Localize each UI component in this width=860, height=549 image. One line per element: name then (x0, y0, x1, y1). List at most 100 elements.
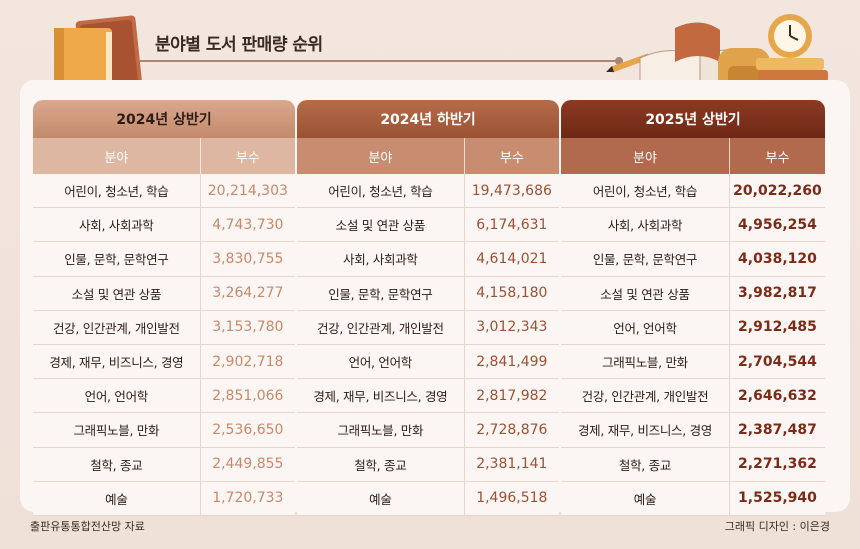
page-title: 분야별 도서 판매량 순위 (155, 35, 323, 55)
category-cell: 소설 및 연관 상품 (297, 208, 465, 242)
design-credit: 그래픽 디자인 : 이은경 (724, 520, 830, 533)
category-cell: 건강, 인간관계, 개인발전 (33, 310, 201, 344)
category-header: 분야 (561, 138, 730, 174)
count-cell: 3,012,343 (476, 319, 548, 336)
table-row: 소설 및 연관 상품 3,264,277 (33, 276, 295, 311)
table-row: 소설 및 연관 상품 3,982,817 (561, 276, 825, 311)
table-row: 건강, 인간관계, 개인발전 2,646,632 (561, 379, 825, 414)
count-cell: 4,158,180 (476, 285, 548, 302)
period-header: 2024년 하반기 (297, 100, 559, 138)
table-row: 경제, 재무, 비즈니스, 경영 2,902,718 (33, 344, 295, 380)
count-header: 부수 (729, 138, 825, 174)
table-row: 어린이, 청소년, 학습 19,473,686 (297, 174, 559, 209)
table-row: 건강, 인간관계, 개인발전 3,153,780 (33, 310, 295, 345)
count-cell: 2,387,487 (738, 421, 817, 438)
period-header: 2025년 상반기 (561, 100, 825, 138)
count-cell: 3,830,755 (212, 250, 284, 267)
table-row: 사회, 사회과학 4,743,730 (33, 208, 295, 243)
count-cell: 4,038,120 (738, 250, 817, 267)
count-cell: 20,022,260 (733, 182, 822, 199)
category-cell: 그래픽노블, 만화 (33, 413, 201, 447)
count-cell: 2,271,362 (738, 456, 817, 473)
category-cell: 경제, 재무, 비즈니스, 경영 (561, 413, 730, 447)
category-cell: 사회, 사회과학 (33, 208, 201, 242)
count-header: 부수 (200, 138, 295, 174)
period-table: 2024년 하반기 분야 부수 어린이, 청소년, 학습 19,473,686 소… (297, 100, 559, 516)
count-cell: 2,449,855 (212, 456, 284, 473)
count-cell: 2,912,485 (738, 319, 817, 336)
table-row: 어린이, 청소년, 학습 20,022,260 (561, 174, 825, 209)
category-cell: 어린이, 청소년, 학습 (33, 174, 201, 208)
category-cell: 인물, 문학, 문학연구 (33, 242, 201, 276)
table-row: 그래픽노블, 만화 2,536,650 (33, 413, 295, 448)
count-cell: 6,174,631 (476, 216, 548, 233)
count-cell: 3,264,277 (212, 285, 284, 302)
category-cell: 그래픽노블, 만화 (561, 344, 730, 379)
category-cell: 언어, 언어학 (561, 310, 730, 344)
count-cell: 2,704,544 (738, 353, 817, 370)
category-cell: 사회, 사회과학 (561, 208, 730, 242)
count-cell: 1,496,518 (476, 490, 548, 507)
count-cell: 2,817,982 (476, 387, 548, 404)
period-table: 2025년 상반기 분야 부수 어린이, 청소년, 학습 20,022,260 사… (561, 100, 825, 516)
category-cell: 언어, 언어학 (297, 344, 465, 379)
table-row: 철학, 종교 2,449,855 (33, 447, 295, 482)
table-row: 언어, 언어학 2,851,066 (33, 379, 295, 414)
table-row: 언어, 언어학 2,912,485 (561, 310, 825, 345)
table-row: 건강, 인간관계, 개인발전 3,012,343 (297, 310, 559, 345)
column-headers: 분야 부수 (561, 138, 825, 174)
count-header: 부수 (464, 138, 559, 174)
table-row: 어린이, 청소년, 학습 20,214,303 (33, 174, 295, 209)
count-cell: 4,614,021 (476, 250, 548, 267)
category-cell: 경제, 재무, 비즈니스, 경영 (297, 379, 465, 413)
table-row: 예술 1,525,940 (561, 481, 825, 516)
table-row: 인물, 문학, 문학연구 4,158,180 (297, 276, 559, 311)
alarm-clock-icon (768, 14, 812, 58)
column-headers: 분야 부수 (297, 138, 559, 174)
table-row: 철학, 종교 2,271,362 (561, 447, 825, 482)
period-table: 2024년 상반기 분야 부수 어린이, 청소년, 학습 20,214,303 사… (33, 100, 295, 516)
table-row: 소설 및 연관 상품 6,174,631 (297, 208, 559, 243)
table-row: 인물, 문학, 문학연구 3,830,755 (33, 242, 295, 277)
table-row: 그래픽노블, 만화 2,728,876 (297, 413, 559, 448)
category-cell: 철학, 종교 (561, 447, 730, 481)
count-cell: 3,982,817 (738, 285, 817, 302)
count-cell: 1,525,940 (738, 490, 817, 507)
category-cell: 언어, 언어학 (33, 379, 201, 413)
category-cell: 소설 및 연관 상품 (561, 276, 730, 310)
count-cell: 3,153,780 (212, 319, 284, 336)
count-cell: 4,956,254 (738, 216, 817, 233)
title-underline (140, 57, 623, 65)
count-cell: 4,743,730 (212, 216, 284, 233)
category-cell: 건강, 인간관계, 개인발전 (297, 310, 465, 344)
category-cell: 그래픽노블, 만화 (297, 413, 465, 447)
count-cell: 2,902,718 (212, 353, 284, 370)
table-row: 경제, 재무, 비즈니스, 경영 2,387,487 (561, 413, 825, 448)
source-note: 출판유통통합전산망 자료 (30, 520, 145, 533)
category-cell: 소설 및 연관 상품 (33, 276, 201, 310)
count-cell: 2,728,876 (476, 421, 548, 438)
count-cell: 2,851,066 (212, 387, 284, 404)
count-cell: 2,536,650 (212, 421, 284, 438)
category-cell: 철학, 종교 (33, 447, 201, 481)
table-row: 인물, 문학, 문학연구 4,038,120 (561, 242, 825, 277)
table-row: 언어, 언어학 2,841,499 (297, 344, 559, 380)
count-cell: 20,214,303 (207, 182, 288, 199)
category-cell: 사회, 사회과학 (297, 242, 465, 276)
category-cell: 인물, 문학, 문학연구 (297, 276, 465, 310)
column-headers: 분야 부수 (33, 138, 295, 174)
category-cell: 경제, 재무, 비즈니스, 경영 (33, 344, 201, 379)
category-cell: 철학, 종교 (297, 447, 465, 481)
table-row: 사회, 사회과학 4,614,021 (297, 242, 559, 277)
category-cell: 어린이, 청소년, 학습 (297, 174, 465, 208)
count-cell: 1,720,733 (212, 490, 284, 507)
category-header: 분야 (297, 138, 465, 174)
table-row: 철학, 종교 2,381,141 (297, 447, 559, 482)
table-row: 예술 1,496,518 (297, 481, 559, 516)
category-cell: 예술 (561, 481, 730, 515)
category-cell: 예술 (297, 481, 465, 515)
table-row: 예술 1,720,733 (33, 481, 295, 516)
period-header: 2024년 상반기 (33, 100, 295, 138)
category-cell: 어린이, 청소년, 학습 (561, 174, 730, 208)
